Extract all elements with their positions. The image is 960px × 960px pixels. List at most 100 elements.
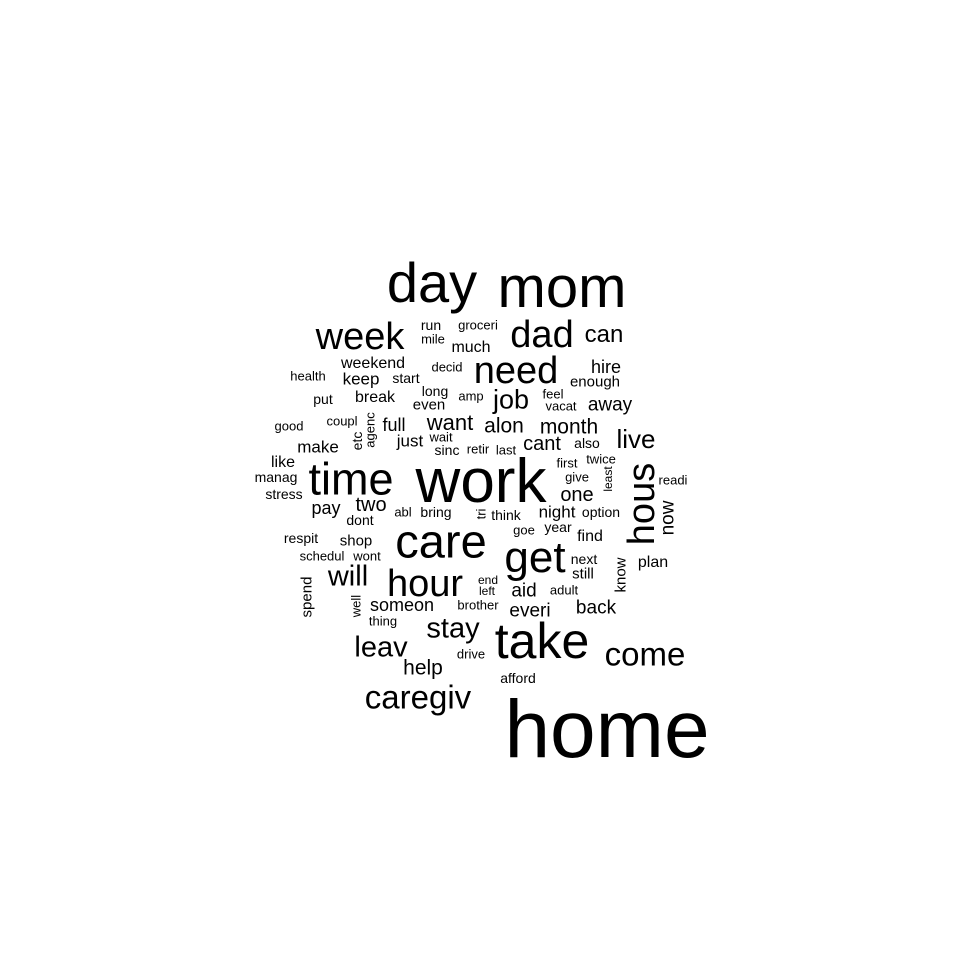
word-next: next [570,551,598,567]
word-cant: cant [523,433,561,455]
word-retir: retir [466,441,490,457]
word-find: find [577,528,603,545]
word-know: know [612,557,630,593]
word-job: job [492,384,530,415]
word-goe: goe [513,522,535,538]
word-want: want [426,410,474,435]
word-spend: spend [298,576,316,618]
word-week: week [315,316,405,358]
word-sinc: sinc [434,442,460,458]
word-hous: hous [621,462,663,546]
word-thing: thing [368,613,398,629]
word-year: year [544,519,572,535]
word-last: last [495,442,517,458]
word-long: long [421,383,449,399]
word-alon: alon [484,414,524,438]
word-think: think [491,507,521,523]
word-back: back [575,597,617,619]
word-brother: brother [457,597,499,613]
word-plan: plan [637,554,669,571]
word-enough: enough [569,373,621,391]
word-drive: drive [456,646,486,662]
word-full: full [382,415,406,435]
word-give: give [565,469,589,485]
word-like: like [270,454,296,471]
word-break: break [354,389,396,406]
word-mom: mom [497,255,627,320]
word-dont: dont [346,512,374,528]
word-make: make [297,437,339,457]
word-take: take [494,613,590,669]
word-leav: leav [354,631,408,664]
word-time: time [308,453,394,505]
word-run: run [420,317,442,333]
word-hire: hire [590,357,622,377]
word-away: away [587,394,633,416]
word-caregiv: caregiv [364,678,472,716]
word-hour: hour [386,563,464,605]
word-twice: twice [586,451,616,467]
word-adult: adult [549,582,579,598]
word-first: first [556,455,578,471]
word-health: health [290,368,326,384]
word-weekend: weekend [340,355,406,372]
word-come: come [604,635,686,673]
word-month: month [539,415,599,439]
word-now: now [657,500,679,536]
word-work: work [415,447,547,516]
word-tri: tri [473,508,489,520]
word-groceri: groceri [458,317,498,333]
word-vacat: vacat [545,398,577,414]
word-wait: wait [429,429,453,445]
word-still: still [572,565,594,583]
word-will: will [327,560,369,593]
word-bring: bring [420,504,452,520]
word-dad: dad [510,314,574,356]
word-just: just [396,431,424,451]
word-option: option [581,504,621,520]
word-stress: stress [265,486,303,502]
word-even: even [412,396,446,414]
word-live: live [616,424,656,454]
word-much: much [451,339,491,356]
word-also: also [574,435,600,451]
word-night: night [538,502,576,522]
word-schedul: schedul [299,548,345,564]
word-end: end [477,573,499,587]
word-coupl: coupl [326,413,358,429]
word-amp: amp [458,388,484,404]
word-least: least [601,466,615,492]
word-readi: readi [658,472,688,488]
word-two: two [355,494,387,516]
word-agenc: agenc [362,412,378,448]
word-feel: feel [542,386,564,402]
word-put: put [313,391,333,407]
word-care: care [395,514,487,568]
word-decid: decid [431,359,463,375]
word-day: day [386,251,478,314]
word-one: one [560,484,594,506]
word-get: get [504,533,566,582]
word-pay: pay [311,498,341,518]
word-wont: wont [353,548,381,564]
word-left: left [478,584,496,598]
word-manag: manag [254,469,298,485]
word-well: well [348,594,364,618]
word-help: help [403,656,443,680]
word-everi: everi [509,600,551,622]
word-someon: someon [369,595,435,615]
word-stay: stay [426,612,480,645]
word-mile: mile [421,331,445,347]
word-start: start [392,370,420,386]
word-home: home [504,684,710,775]
word-keep: keep [342,369,380,389]
word-afford: afford [500,670,536,686]
word-respit: respit [283,530,319,546]
word-good: good [274,418,304,434]
word-abl: abl [394,504,412,520]
word-aid: aid [511,580,537,602]
word-shop: shop [339,532,373,550]
word-can: can [584,321,624,348]
word-need: need [473,350,559,392]
